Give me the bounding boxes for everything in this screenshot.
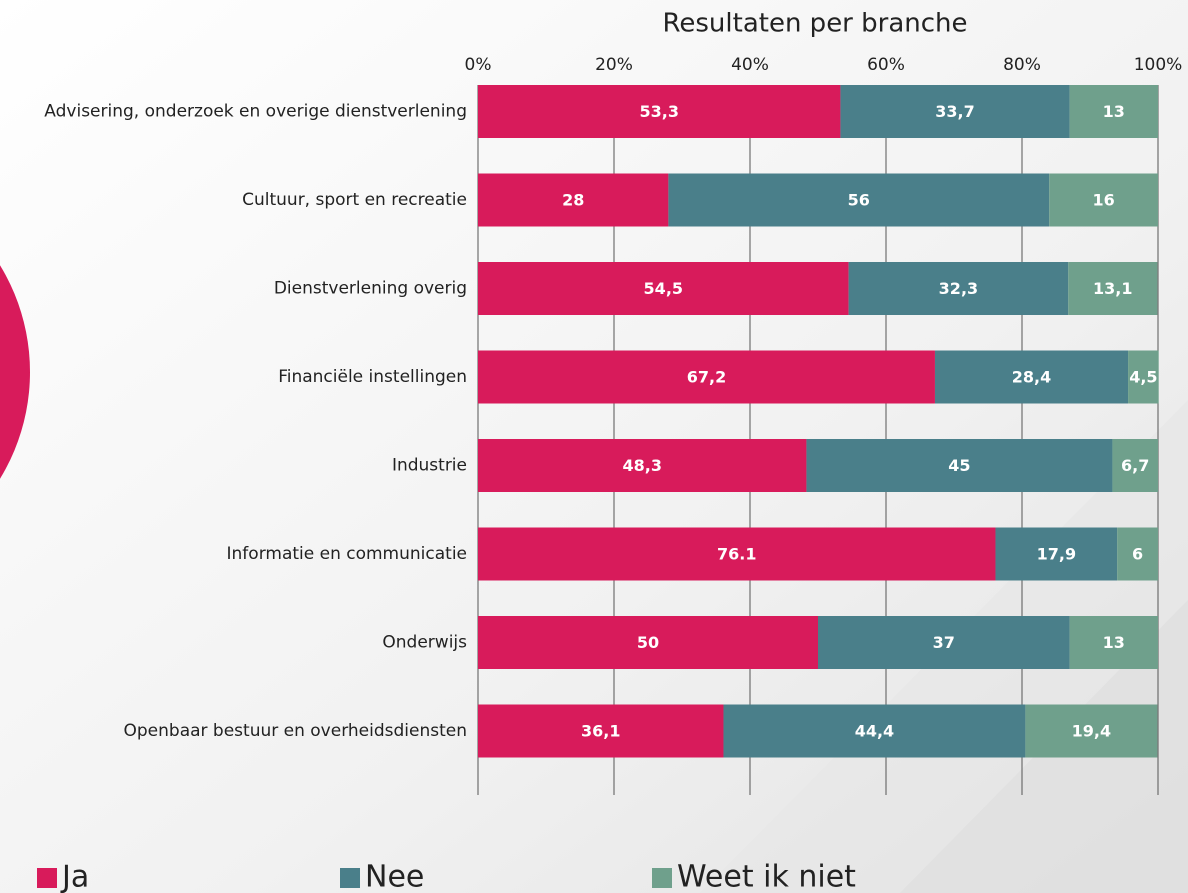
chart-title: Resultaten per branche [662, 9, 967, 39]
x-tick-label: 60% [867, 55, 905, 75]
bars: Advisering, onderzoek en overige dienstv… [44, 85, 1159, 758]
x-tick-label: 40% [731, 55, 769, 75]
bar-segment [818, 616, 1070, 669]
data-label: 48,3 [622, 456, 661, 475]
x-tick-label: 0% [465, 55, 492, 75]
category-label: Industrie [392, 456, 467, 476]
bar-segment [1117, 527, 1158, 581]
bar-segment [478, 85, 841, 138]
category-label: Informatie en communicatie [227, 544, 467, 564]
data-label: 56 [848, 191, 870, 210]
data-label: 16 [1092, 191, 1114, 210]
bar-segment [995, 527, 1118, 581]
data-label: 44,4 [855, 722, 894, 741]
bar-segment [478, 262, 849, 315]
bar-segment [1112, 439, 1158, 492]
bar-segment [478, 704, 724, 758]
data-label: 4,5 [1129, 368, 1157, 387]
category-label: Financiële instellingen [278, 367, 467, 387]
bar-segment [478, 527, 996, 581]
bar-segment [806, 439, 1113, 492]
data-label: 13,1 [1093, 279, 1132, 298]
data-label: 32,3 [939, 279, 978, 298]
data-label: 67,2 [687, 368, 726, 387]
legend-swatch [652, 868, 672, 888]
category-label: Openbaar bestuur en overheidsdiensten [124, 721, 468, 741]
data-label: 28,4 [1012, 368, 1051, 387]
category-label: Cultuur, sport en recreatie [242, 190, 467, 210]
data-label: 76.1 [717, 545, 756, 564]
data-label: 13 [1103, 102, 1125, 121]
data-label: 19,4 [1072, 722, 1111, 741]
bar-segment [478, 350, 935, 404]
category-label: Onderwijs [382, 633, 467, 653]
bar-segment [1069, 616, 1158, 669]
data-label: 53,3 [639, 102, 678, 121]
bar-segment [723, 704, 1026, 758]
legend: Ja Nee Weet ik niet [37, 860, 856, 893]
bar-segment [934, 350, 1129, 404]
legend-label: Weet ik niet [677, 860, 856, 893]
bar-segment [478, 439, 807, 492]
bar-segment [1049, 173, 1158, 227]
x-tick-label: 100% [1134, 55, 1183, 75]
data-label: 45 [948, 456, 970, 475]
data-label: 37 [933, 633, 955, 652]
bar-segment [668, 173, 1050, 227]
data-label: 50 [637, 633, 659, 652]
data-label: 17,9 [1037, 545, 1076, 564]
category-label: Advisering, onderzoek en overige dienstv… [44, 102, 467, 122]
data-label: 54,5 [644, 279, 683, 298]
legend-swatch [37, 868, 57, 888]
x-tick-label: 80% [1003, 55, 1041, 75]
legend-swatch [340, 868, 360, 888]
legend-label: Nee [365, 860, 424, 893]
data-label: 33,7 [935, 102, 974, 121]
data-label: 6 [1132, 545, 1143, 564]
x-tick-label: 20% [595, 55, 633, 75]
data-label: 6,7 [1121, 456, 1149, 475]
bar-segment [1069, 85, 1158, 138]
bar-segment [848, 262, 1069, 315]
data-label: 13 [1103, 633, 1125, 652]
bar-segment [840, 85, 1070, 138]
data-label: 36,1 [581, 722, 620, 741]
bar-segment [478, 616, 818, 669]
bar-segment [1128, 350, 1159, 404]
bar-segment [478, 173, 669, 227]
decoration-circle [0, 265, 30, 479]
bar-segment [1025, 704, 1158, 758]
bar-segment [1068, 262, 1158, 315]
legend-label: Ja [60, 860, 89, 893]
data-label: 28 [562, 191, 584, 210]
category-label: Dienstverlening overig [274, 279, 467, 299]
